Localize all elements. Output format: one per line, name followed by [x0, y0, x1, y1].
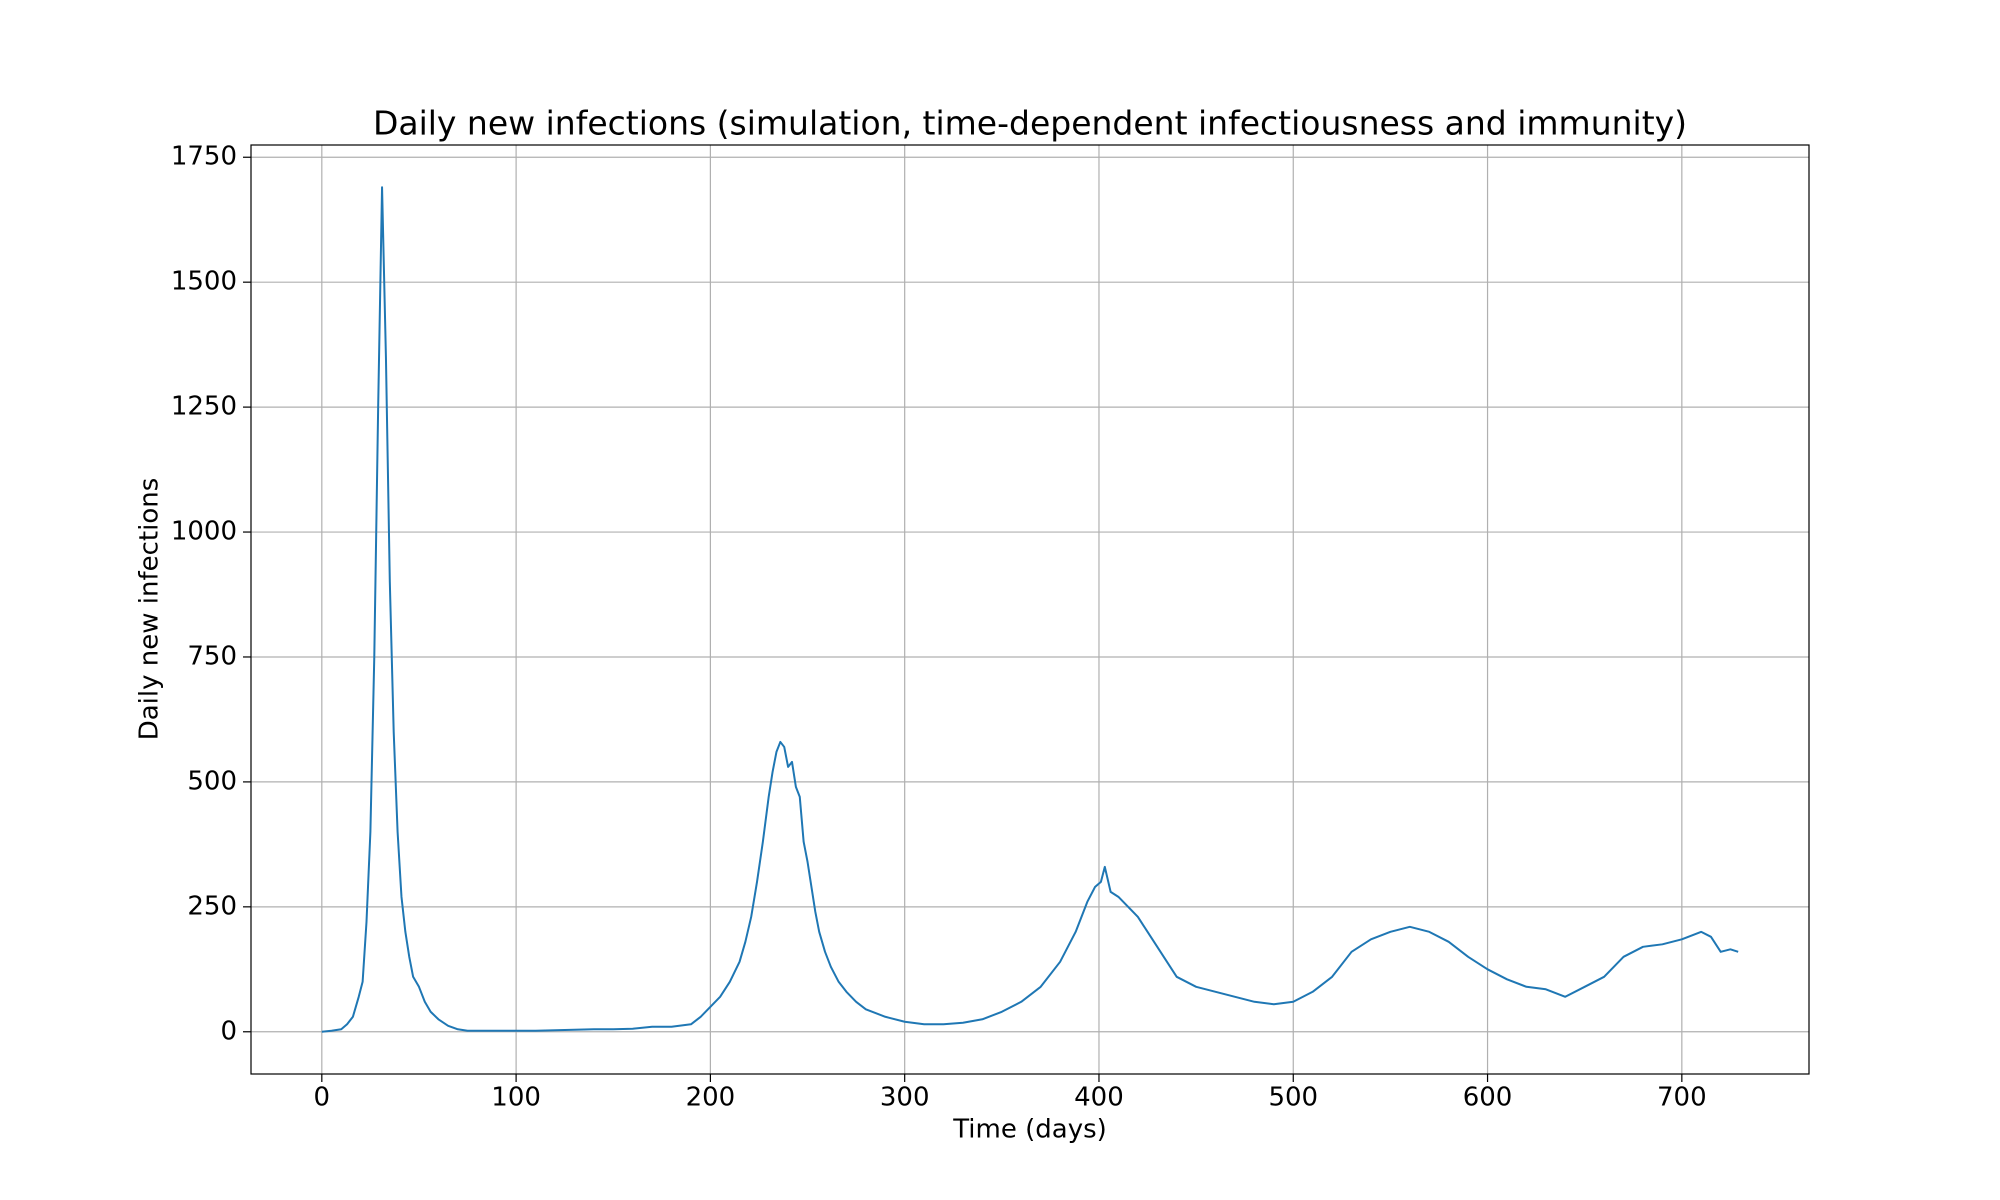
y-axis-label: Daily new infections: [135, 478, 165, 741]
x-tick-label: 300: [880, 1083, 930, 1113]
y-tick-label: 1500: [171, 267, 237, 297]
y-tick-label: 1750: [171, 142, 237, 172]
data-line: [321, 186, 1739, 1033]
x-tick-label: 600: [1463, 1083, 1513, 1113]
chart-title: Daily new infections (simulation, time-d…: [373, 104, 1687, 143]
x-tick-label: 700: [1657, 1083, 1707, 1113]
y-tick-label: 0: [220, 1016, 237, 1046]
y-tick-label: 500: [187, 766, 237, 796]
x-axis-label: Time (days): [952, 1115, 1107, 1145]
x-tick-label: 400: [1074, 1083, 1124, 1113]
x-tick-label: 0: [314, 1083, 331, 1113]
y-tick-label: 750: [187, 641, 237, 671]
y-tick-label: 1000: [171, 517, 237, 547]
x-tick-label: 500: [1268, 1083, 1318, 1113]
x-tick-label: 100: [491, 1083, 541, 1113]
y-tick-label: 250: [187, 891, 237, 921]
x-tick-label: 200: [686, 1083, 736, 1113]
plot-frame: [250, 144, 1810, 1075]
y-tick-label: 1250: [171, 392, 237, 422]
